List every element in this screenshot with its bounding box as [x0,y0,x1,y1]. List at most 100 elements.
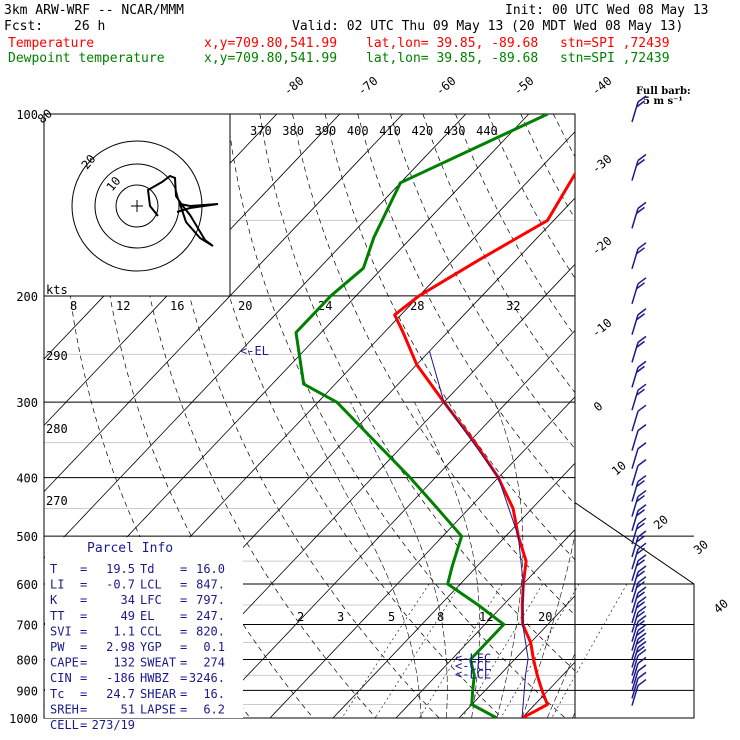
isotherm-label: -50 [511,74,537,99]
mixing-ratio-line [341,583,430,718]
isotherm [44,114,404,493]
parcel-info-cell: 49 [121,609,135,623]
wind-barb [631,201,647,229]
dewpoint-legend: Dewpoint temperature [8,51,165,66]
temperature-legend: Temperature [8,36,94,51]
plot-frame [43,113,576,719]
parcel-info-cell: K [50,593,58,607]
parcel-info-cell: TT [50,609,64,623]
dry-adiabat [716,114,740,718]
dry-adiabat [422,114,575,394]
temperature-station: stn=SPI ,72439 [560,36,670,51]
parcel-info-cell: CIN [50,671,72,685]
hodograph-trace [146,174,219,247]
level-annotation: <-CCL [455,659,491,673]
hodograph-scale-tick: 8 [70,299,77,313]
parcel-info-cell: SWEAT [140,656,176,670]
barb-flag [637,656,647,664]
parcel-info-cell: LAPSE [140,702,176,716]
wind-barb [631,640,647,668]
barb-flag [637,201,647,209]
isotherm [44,114,467,559]
isotherm-label: -30 [589,152,615,177]
parcel-info-cell: 273/19 [92,718,135,732]
isotherm [458,595,575,718]
parcel-info-cell: = [80,702,87,716]
barb-staff [631,283,639,305]
parcel-info-cell: = [80,718,87,732]
barb-flag [636,610,645,619]
parcel-info-cell: Td [140,562,154,576]
barb-flag [636,509,645,517]
wind-barb [631,542,647,570]
moist-adiabat [350,402,448,718]
dry-adiabat [586,114,740,718]
isotherm-label: -70 [355,74,381,99]
barb-staff [631,571,639,593]
barb-staff [631,560,639,582]
pressure-label: 700 [16,618,38,632]
parcel-info-cell: = [180,578,187,592]
mixing-ratio-line [419,583,503,718]
barb-flag [637,242,647,250]
wind-barb [631,565,647,593]
wind-barb [631,459,647,486]
isotherm-label: 40 [711,596,731,616]
theta-label: 440 [476,124,498,138]
isotherm [395,529,575,718]
barb-flag [636,100,645,108]
parcel-info-cell: T [50,562,57,576]
barb-staff [631,248,639,270]
parcel-info-title: Parcel Info [87,541,173,556]
pressure-label: 100 [16,108,38,122]
barb-flag [637,517,647,525]
barb-staff [631,663,639,684]
parcel-info-cell: = [80,624,87,638]
parcel-info-cell: = [180,609,187,623]
wind-barb [631,671,647,699]
parcel-info-cell: -0.7 [106,578,135,592]
barb-flag [637,664,647,672]
barb-staff [631,523,639,545]
barb-staff [631,510,639,531]
barb-flag [636,637,645,645]
barb-staff [631,101,639,123]
barb-flag [636,620,645,628]
parcel-info-cell: 1.1 [113,624,135,638]
dry-adiabat [324,114,575,561]
parcel-info-cell: = [180,562,187,576]
barb-flag [637,424,647,432]
wind-barb [631,632,647,660]
barb-staff [631,582,639,603]
barb-flag [636,547,645,555]
parcel-info-cell: 132 [113,656,135,670]
mixing-ratio-line [551,583,628,718]
wind-barb [631,623,647,651]
barb-staff [631,496,639,517]
barb-flag [637,565,647,573]
wind-barb [631,605,647,633]
barb-staff [631,602,639,624]
barb-flag [637,671,647,679]
barb-flag [636,581,645,589]
barb-flag [636,388,645,396]
parcel-info-cell: 24.7 [106,687,135,701]
dry-adiabat [552,114,575,158]
wind-barb [631,678,647,706]
wind-barb [631,242,647,270]
mixing-ratio-label: 8 [437,610,444,624]
mixing-ratio-label: 3 [337,610,344,624]
valid-time: Valid: 02 UTC Thu 09 May 13 (20 MDT Wed … [292,19,683,34]
theta-label: 400 [347,124,369,138]
parcel-info-cell: = [180,593,187,607]
barb-flag [636,313,645,321]
barb-flag [637,554,647,562]
barb-flag [636,340,645,348]
hodograph-scale-tick: 12 [116,299,130,313]
parcel-info-cell: Tc [50,687,64,701]
level-annotation: <-LFC [455,651,491,665]
pressure-label: 800 [16,653,38,667]
parcel-info-cell: SREH [50,702,79,716]
barb-staff [631,314,639,335]
parcel-info-cell: 820. [196,624,225,638]
